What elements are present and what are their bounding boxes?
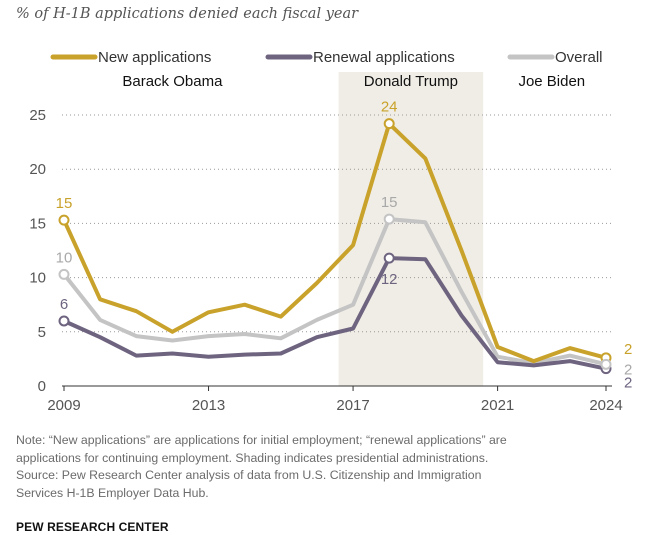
brand-footer: PEW RESEARCH CENTER xyxy=(16,520,169,534)
data-label-new-applications-2024: 2 xyxy=(624,341,632,358)
point-new-applications-2009 xyxy=(58,214,70,226)
admin-label-joe-biden: Joe Biden xyxy=(518,73,585,90)
y-tick-label-15: 15 xyxy=(29,215,46,232)
legend-label-renewal-applications: Renewal applications xyxy=(313,49,455,66)
data-label-new-applications-2018: 24 xyxy=(381,99,398,116)
data-label-overall-2024: 2 xyxy=(624,361,632,378)
series-line-overall xyxy=(62,217,608,367)
chart-subtitle: % of H-1B applications denied each fisca… xyxy=(16,6,359,22)
data-label-overall-2018: 15 xyxy=(381,194,398,211)
y-tick-label-25: 25 xyxy=(29,107,46,124)
point-new-applications-2018 xyxy=(383,118,395,130)
x-tick-label-2024: 2024 xyxy=(589,397,622,414)
point-renewal-applications-2018 xyxy=(383,252,395,264)
x-tick-label-2017: 2017 xyxy=(336,397,369,414)
point-overall-2009 xyxy=(58,268,70,280)
legend-label-overall: Overall xyxy=(555,49,603,66)
data-label-new-applications-2009: 15 xyxy=(56,195,73,212)
series-line-new-applications xyxy=(62,121,608,364)
x-tick-label-2021: 2021 xyxy=(481,397,514,414)
y-tick-label-10: 10 xyxy=(29,270,46,287)
note-line-2: applications for continuing employment. … xyxy=(16,450,489,465)
data-label-renewal-applications-2024: 2 xyxy=(624,375,632,392)
series-line-renewal-applications xyxy=(62,256,608,371)
point-overall-2024 xyxy=(600,358,612,370)
note-line-1: Note: “New applications” are application… xyxy=(16,433,507,447)
admin-label-donald-trump: Donald Trump xyxy=(364,73,458,90)
point-renewal-applications-2009 xyxy=(58,315,70,327)
note-line-4: Services H-1B Employer Data Hub. xyxy=(16,485,209,500)
y-tick-label-0: 0 xyxy=(38,378,46,395)
point-overall-2018 xyxy=(383,213,395,225)
note-line-3: Source: Pew Research Center analysis of … xyxy=(16,468,482,482)
data-label-renewal-applications-2009: 6 xyxy=(60,296,68,313)
x-tick-label-2013: 2013 xyxy=(192,397,225,414)
data-label-renewal-applications-2018: 12 xyxy=(381,271,398,288)
chart-note: Note: “New applications” are application… xyxy=(16,432,641,502)
data-label-overall-2009: 10 xyxy=(56,249,73,266)
x-tick-label-2009: 2009 xyxy=(47,397,80,414)
y-tick-label-20: 20 xyxy=(29,161,46,178)
administration-shading xyxy=(338,72,484,386)
legend-label-new-applications: New applications xyxy=(98,49,211,66)
line-chart: 0 5 10 15 20 25 2009 2013 2017 2021 2024 15 24 2 6 12 2… xyxy=(29,49,632,414)
y-tick-label-5: 5 xyxy=(38,324,46,341)
admin-label-barack-obama: Barack Obama xyxy=(122,73,223,90)
